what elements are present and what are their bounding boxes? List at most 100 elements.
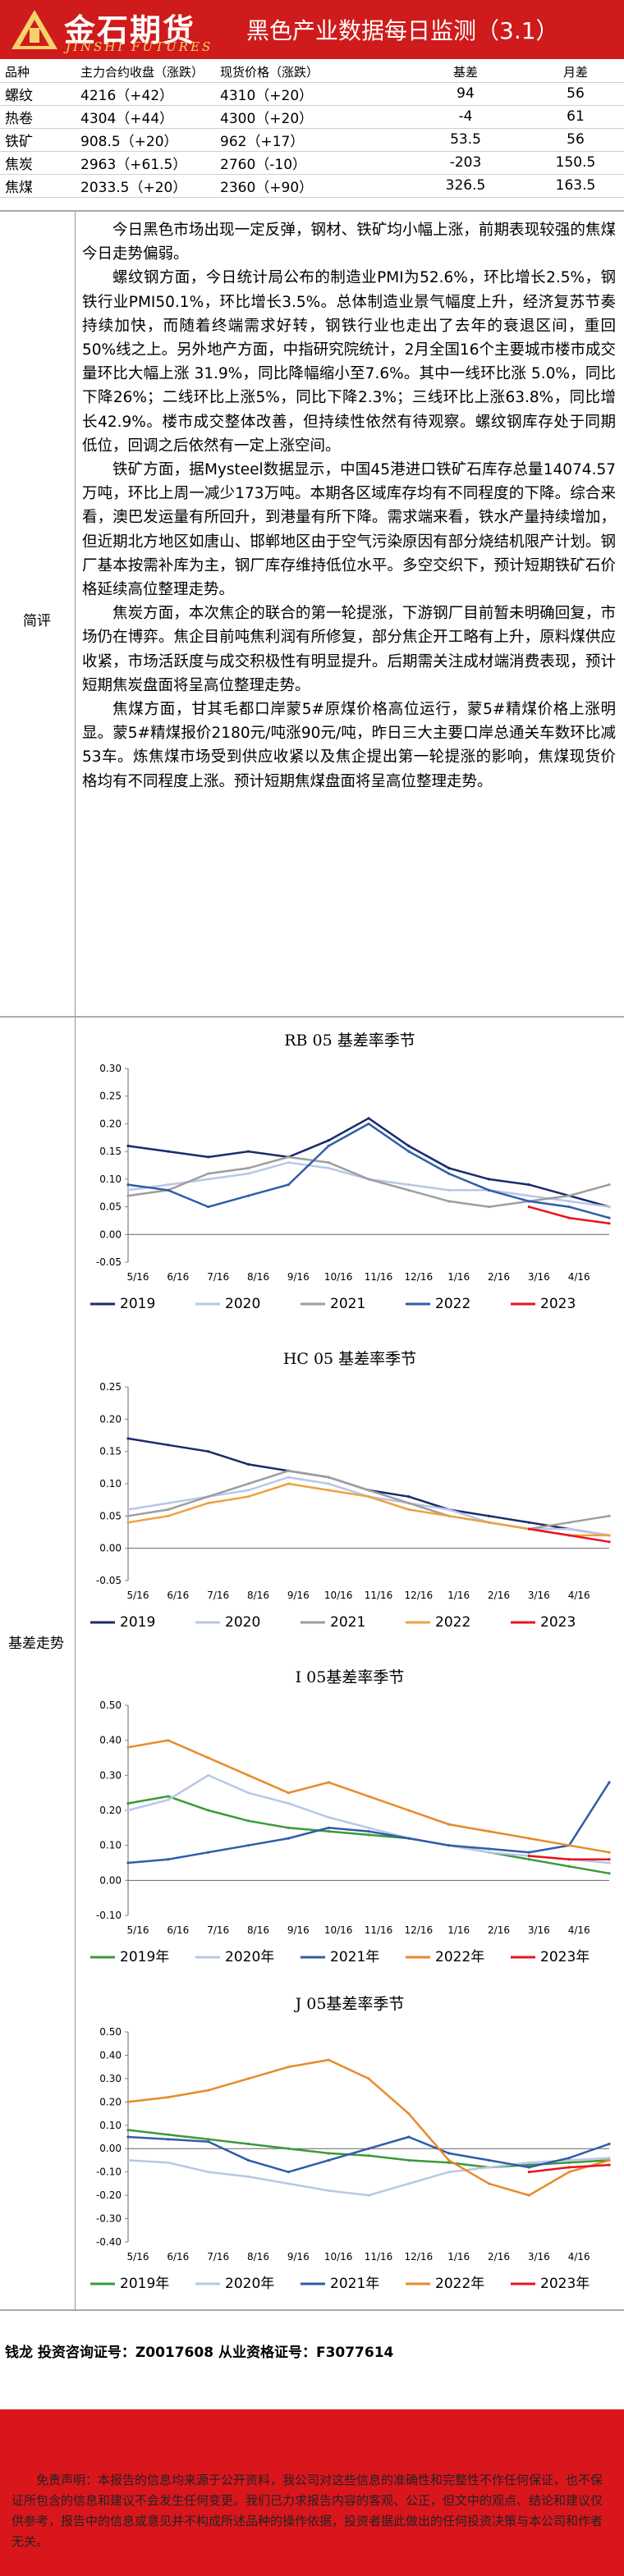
y-tick-label: -0.20 bbox=[96, 2189, 122, 2201]
data-point bbox=[447, 1823, 451, 1826]
data-point bbox=[407, 1502, 411, 1505]
x-tick-label: 7/16 bbox=[207, 2251, 229, 2263]
data-point bbox=[447, 1166, 451, 1169]
data-point bbox=[608, 1540, 611, 1544]
x-tick-label: 2/16 bbox=[488, 1271, 510, 1283]
header-spread: 月差 bbox=[527, 62, 624, 83]
data-point bbox=[487, 1514, 491, 1517]
y-tick-label: 0.15 bbox=[99, 1446, 122, 1457]
x-tick-label: 3/16 bbox=[528, 1590, 550, 1601]
data-point bbox=[167, 1502, 170, 1505]
data-point bbox=[527, 2194, 530, 2197]
cell-spot: 962（+17） bbox=[217, 128, 404, 152]
commentary-paragraph: 铁矿方面，据Mysteel数据显示，中国45港进口铁矿石库存总量14074.57… bbox=[82, 461, 616, 599]
x-tick-label: 2/16 bbox=[488, 2251, 510, 2263]
data-point bbox=[287, 1161, 290, 1164]
data-point bbox=[407, 1150, 411, 1153]
y-tick-label: 0.00 bbox=[99, 1543, 122, 1554]
legend-label: 2021 bbox=[330, 1614, 365, 1631]
y-tick-label: -0.10 bbox=[96, 2166, 122, 2178]
chart-rb: RB 05 基差率季节 -0.05 0.00 0.05 0.10 0.15 0.20 0.25… bbox=[79, 1023, 621, 1326]
series-line-2019 bbox=[127, 1437, 610, 1537]
data-point bbox=[407, 1809, 411, 1812]
data-point bbox=[167, 1183, 170, 1187]
data-point bbox=[608, 1205, 611, 1209]
data-point bbox=[608, 1183, 611, 1187]
data-point bbox=[287, 2171, 290, 2174]
data-point bbox=[287, 1826, 290, 1829]
x-tick-label: 9/16 bbox=[287, 1271, 310, 1283]
data-point bbox=[287, 1155, 290, 1159]
data-point bbox=[167, 1514, 170, 1517]
cell-basis: -4 bbox=[404, 105, 527, 129]
cell-basis: 94 bbox=[404, 82, 527, 106]
data-point bbox=[207, 1851, 210, 1854]
data-point bbox=[207, 2089, 210, 2092]
charts-label: 基差走势 bbox=[8, 1636, 64, 1652]
legend-label: 2019 bbox=[120, 1296, 155, 1312]
data-point bbox=[287, 1837, 290, 1840]
data-point bbox=[246, 1495, 250, 1498]
x-tick-label: 4/16 bbox=[568, 1271, 590, 1283]
data-point bbox=[327, 2189, 330, 2193]
data-point bbox=[567, 1865, 571, 1868]
y-tick-label: 0.25 bbox=[99, 1381, 122, 1393]
data-point bbox=[608, 1872, 611, 1875]
y-tick-label: 0.00 bbox=[99, 2143, 122, 2154]
data-point bbox=[407, 1508, 411, 1512]
data-point bbox=[327, 1139, 330, 1142]
x-tick-label: 10/16 bbox=[324, 1590, 353, 1601]
data-point bbox=[126, 1437, 130, 1440]
chart-title: HC 05 基差率季节 bbox=[283, 1350, 416, 1368]
data-point bbox=[207, 1502, 210, 1505]
x-tick-label: 5/16 bbox=[127, 1924, 149, 1936]
price-table: 品种 主力合约收盘（涨跌） 现货价格（涨跌） 基差 月差 螺纹 4216（+42）… bbox=[0, 62, 624, 198]
x-tick-label: 9/16 bbox=[287, 2251, 310, 2263]
y-tick-label: 0.10 bbox=[99, 1840, 122, 1851]
y-tick-label: -0.05 bbox=[96, 1575, 122, 1586]
data-point bbox=[327, 2058, 330, 2061]
y-tick-label: 0.30 bbox=[99, 1063, 122, 1074]
data-point bbox=[608, 1222, 611, 1225]
data-point bbox=[487, 1521, 491, 1524]
series-line-2019 bbox=[127, 1117, 610, 1208]
y-tick-label: 0.20 bbox=[99, 1118, 122, 1129]
cell-spread: 163.5 bbox=[527, 174, 624, 198]
data-point bbox=[126, 1521, 130, 1524]
data-point bbox=[608, 1216, 611, 1219]
data-point bbox=[567, 1858, 571, 1861]
x-tick-label: 8/16 bbox=[247, 1271, 269, 1283]
data-point bbox=[327, 1826, 330, 1829]
data-point bbox=[207, 1450, 210, 1453]
data-point bbox=[167, 2133, 170, 2136]
data-point bbox=[207, 1155, 210, 1159]
data-point bbox=[567, 2157, 571, 2160]
data-point bbox=[126, 2128, 130, 2132]
series-line-2022 bbox=[127, 1122, 610, 1219]
header-product: 品种 bbox=[0, 62, 77, 83]
y-tick-label: 0.20 bbox=[99, 2096, 122, 2107]
cell-spot: 4310（+20） bbox=[217, 82, 404, 106]
data-point bbox=[327, 1166, 330, 1169]
data-point bbox=[287, 2182, 290, 2185]
data-point bbox=[367, 1122, 370, 1126]
logo-mark-icon bbox=[11, 10, 57, 49]
data-point bbox=[567, 1194, 571, 1197]
data-point bbox=[207, 1809, 210, 1812]
commentary-label: 简评 bbox=[23, 613, 51, 629]
data-point bbox=[246, 2158, 250, 2162]
x-tick-label: 11/16 bbox=[365, 2251, 393, 2263]
data-point bbox=[527, 1205, 530, 1209]
legend-label: 2021年 bbox=[330, 2276, 379, 2292]
cell-spot: 2360（+90） bbox=[217, 174, 404, 198]
data-point bbox=[246, 1482, 250, 1485]
data-point bbox=[608, 1861, 611, 1865]
data-point bbox=[126, 1801, 130, 1805]
data-point bbox=[246, 1194, 250, 1197]
legend-label: 2022 bbox=[435, 1296, 470, 1312]
x-tick-label: 8/16 bbox=[247, 1924, 269, 1936]
y-tick-label: -0.30 bbox=[96, 2213, 122, 2225]
cell-spread: 150.5 bbox=[527, 151, 624, 175]
data-point bbox=[126, 1514, 130, 1517]
data-point bbox=[246, 2077, 250, 2080]
